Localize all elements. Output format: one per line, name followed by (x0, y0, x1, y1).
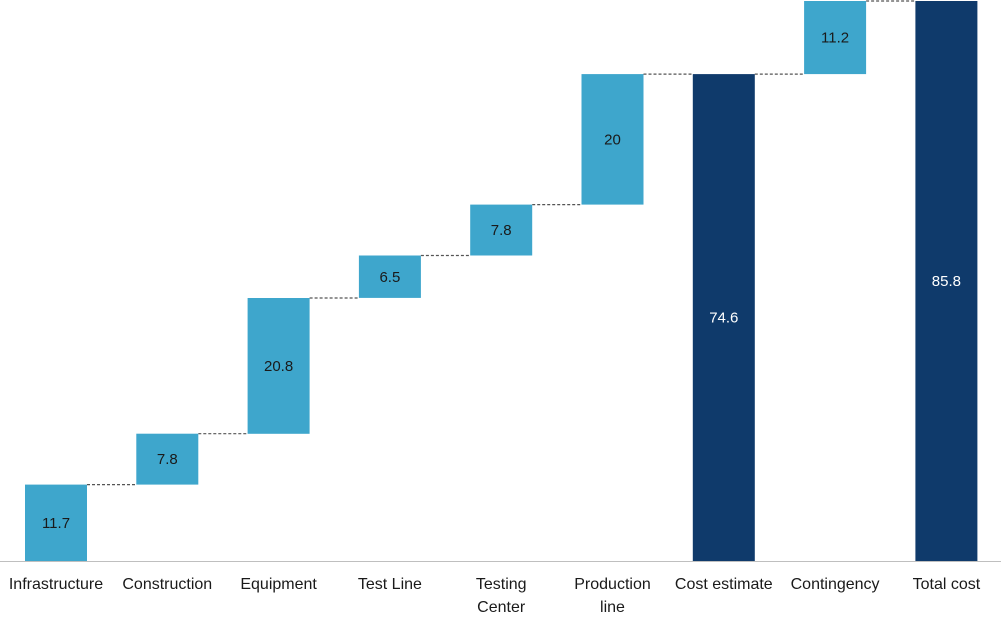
value-label-7: 11.2 (821, 30, 849, 47)
category-label-1: Construction (122, 576, 212, 593)
value-label-6: 74.6 (709, 310, 738, 327)
value-label-0: 11.7 (42, 515, 70, 532)
category-label-3: Test Line (358, 576, 422, 593)
bar-increment-2 (247, 298, 310, 434)
value-label-3: 6.5 (379, 269, 400, 286)
bar-increment-1 (136, 433, 199, 485)
value-label-8: 85.8 (932, 273, 961, 290)
bar-total-6 (692, 74, 755, 561)
bar-total-8 (915, 1, 978, 561)
category-label-8: Total cost (913, 576, 981, 593)
bars (25, 1, 978, 561)
bar-increment-5 (581, 74, 644, 205)
bar-increment-4 (470, 204, 533, 256)
category-labels: Infrastructure Construction Equipment Test … (9, 576, 981, 616)
value-labels: 11.7 7.8 20.8 6.5 7.8 20 74.6 11.2 85.8 (42, 30, 961, 532)
value-label-2: 20.8 (264, 358, 293, 375)
value-label-1: 7.8 (157, 451, 178, 468)
value-label-4: 7.8 (491, 222, 512, 239)
category-label-0: Infrastructure (9, 576, 103, 593)
bar-increment-7 (804, 1, 867, 75)
connector-lines (0, 0, 1001, 562)
category-label-2: Equipment (240, 576, 317, 593)
category-label-4: Testing Center (476, 576, 527, 616)
bar-increment-0 (25, 484, 87, 561)
category-label-7: Contingency (791, 576, 880, 593)
value-label-5: 20 (604, 131, 621, 148)
category-label-6: Cost estimate (675, 576, 773, 593)
category-label-5: Production line (574, 576, 651, 616)
bar-increment-3 (358, 255, 421, 298)
